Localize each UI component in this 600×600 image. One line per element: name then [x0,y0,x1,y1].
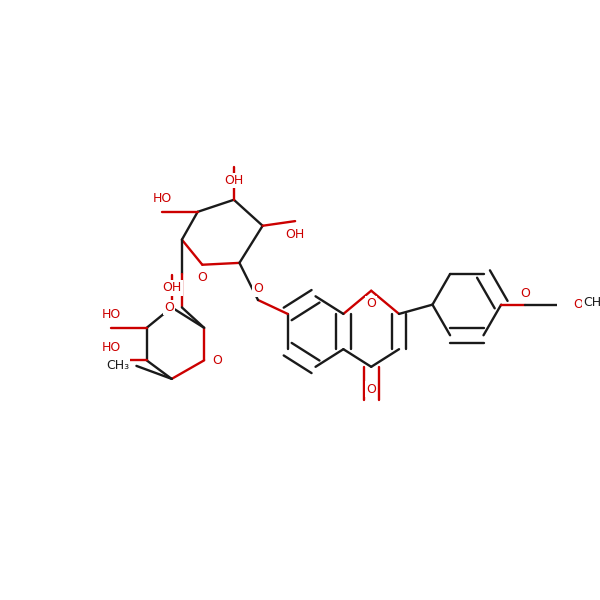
Text: O: O [212,354,222,367]
Text: CH₃: CH₃ [583,296,600,309]
Text: O: O [197,271,207,284]
Text: HO: HO [102,308,121,322]
Text: O: O [366,383,376,395]
Text: OH: OH [224,174,244,187]
Text: OH: OH [286,227,305,241]
Text: O: O [520,287,530,300]
Text: O: O [366,297,376,310]
Text: O: O [164,301,174,314]
Text: HO: HO [153,193,172,205]
Text: CH₃: CH₃ [106,359,129,373]
Text: HO: HO [102,341,121,354]
Text: OH: OH [162,281,181,295]
Text: O: O [253,283,263,295]
Text: O: O [574,298,583,311]
